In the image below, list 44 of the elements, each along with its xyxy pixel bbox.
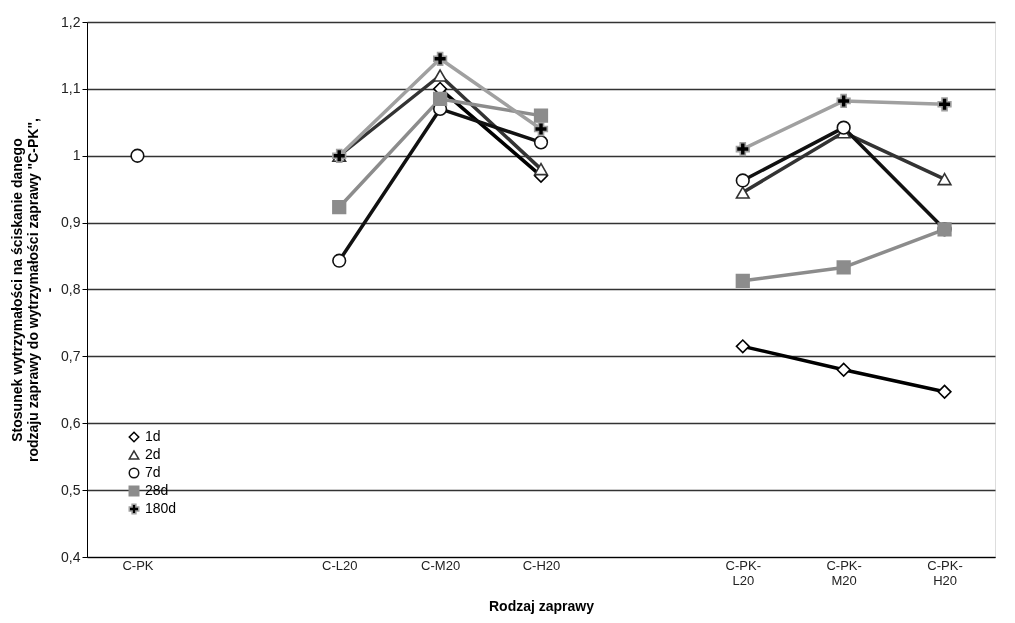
- y-axis-title: Stosunek wytrzymałości na ściskanie danego rodzaju zaprawy do wytrzymałości zaprawy "C-PK", -: [9, 118, 58, 462]
- x-tick-label: C-M20: [421, 557, 461, 573]
- point: [735, 339, 750, 354]
- x-tick-label: C-PK-M20: [826, 557, 862, 588]
- point: [533, 121, 549, 137]
- y-tick-label: 1,1: [61, 80, 81, 97]
- y-tick-label: 0,8: [61, 281, 81, 297]
- x-tick-label: C-PK-L20: [725, 557, 761, 588]
- y-tick-label: 0,7: [61, 347, 81, 364]
- point: [533, 162, 549, 176]
- x-tick-label: C-PK: [122, 557, 154, 573]
- y-tick-label: 0,9: [61, 214, 81, 231]
- point: [533, 135, 549, 150]
- legend-label: 1d: [145, 428, 161, 444]
- point: [937, 384, 952, 399]
- point: [836, 362, 851, 377]
- legend-label: 7d: [145, 464, 161, 480]
- legend-label: 180d: [145, 500, 177, 516]
- point: [937, 97, 952, 112]
- point: [432, 91, 448, 107]
- y-tick-label: 1: [72, 147, 81, 164]
- y-tick-label: 1,2: [61, 13, 81, 30]
- point: [432, 69, 448, 82]
- y-tick-label: 0,4: [61, 548, 81, 565]
- point: [332, 253, 347, 268]
- point: [836, 120, 851, 135]
- point: [735, 186, 750, 199]
- point: [735, 173, 750, 188]
- point: [533, 108, 549, 123]
- legend-label: 2d: [145, 446, 161, 462]
- x-tick-label: C-PK-H20: [927, 557, 963, 588]
- x-tick-label: C-L20: [322, 557, 358, 573]
- point: [735, 273, 750, 288]
- point: [332, 200, 347, 215]
- point: [735, 141, 750, 157]
- point: [937, 172, 952, 186]
- point: [836, 260, 851, 275]
- y-tick-label: 0,5: [61, 481, 81, 498]
- x-tick-label: C-H20: [522, 557, 561, 573]
- point: [130, 148, 145, 163]
- point: [836, 93, 851, 109]
- x-axis-title: Rodzaj zaprawy: [488, 597, 595, 614]
- point: [432, 51, 448, 66]
- y-tick-label: 0,6: [61, 414, 81, 431]
